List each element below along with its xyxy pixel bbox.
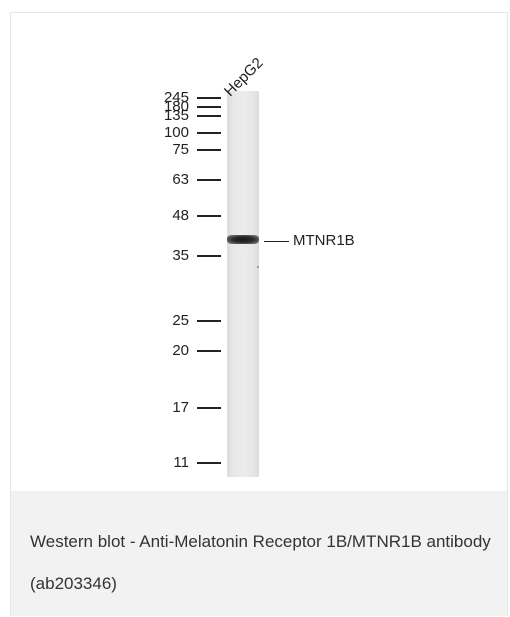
blot-speck	[257, 266, 259, 268]
marker-label: 25	[172, 312, 189, 329]
target-label: MTNR1B	[293, 232, 355, 249]
marker-100: 100	[151, 124, 221, 141]
marker-tick	[197, 115, 221, 117]
marker-35: 35	[151, 247, 221, 264]
marker-48: 48	[151, 207, 221, 224]
marker-135: 135	[151, 107, 221, 124]
blot-lane	[227, 91, 259, 477]
marker-180: 180	[151, 98, 221, 115]
western-blot-image: HepG2 245 180 135 100 75 63 48 35 25 20 17 11 MTNR1…	[11, 13, 507, 491]
marker-75: 75	[151, 141, 221, 158]
figure-caption: Western blot - Anti-Melatonin Receptor 1…	[30, 532, 491, 593]
marker-63: 63	[151, 171, 221, 188]
marker-11: 11	[151, 454, 221, 471]
marker-label: 135	[163, 107, 189, 124]
caption-panel: Western blot - Anti-Melatonin Receptor 1…	[11, 491, 507, 616]
marker-label: 245	[163, 89, 189, 106]
marker-tick	[197, 149, 221, 151]
marker-label: 35	[172, 247, 189, 264]
marker-tick	[197, 132, 221, 134]
marker-label: 17	[172, 399, 189, 416]
marker-tick	[197, 255, 221, 257]
marker-tick	[197, 320, 221, 322]
marker-tick	[197, 462, 221, 464]
marker-tick	[197, 179, 221, 181]
marker-245: 245	[151, 89, 221, 106]
marker-label: 20	[172, 342, 189, 359]
target-pointer-line	[264, 241, 289, 242]
marker-tick	[197, 350, 221, 352]
marker-label: 100	[163, 124, 189, 141]
marker-20: 20	[151, 342, 221, 359]
marker-label: 180	[163, 98, 189, 115]
marker-label: 63	[172, 171, 189, 188]
marker-tick	[197, 97, 221, 99]
marker-tick	[197, 215, 221, 217]
marker-label: 11	[173, 454, 189, 471]
marker-label: 75	[172, 141, 189, 158]
marker-tick	[197, 407, 221, 409]
marker-17: 17	[151, 399, 221, 416]
marker-tick	[197, 106, 221, 108]
figure-frame: HepG2 245 180 135 100 75 63 48 35 25 20 17 11 MTNR1…	[10, 12, 508, 616]
marker-25: 25	[151, 312, 221, 329]
marker-label: 48	[172, 207, 189, 224]
protein-band	[227, 235, 259, 244]
